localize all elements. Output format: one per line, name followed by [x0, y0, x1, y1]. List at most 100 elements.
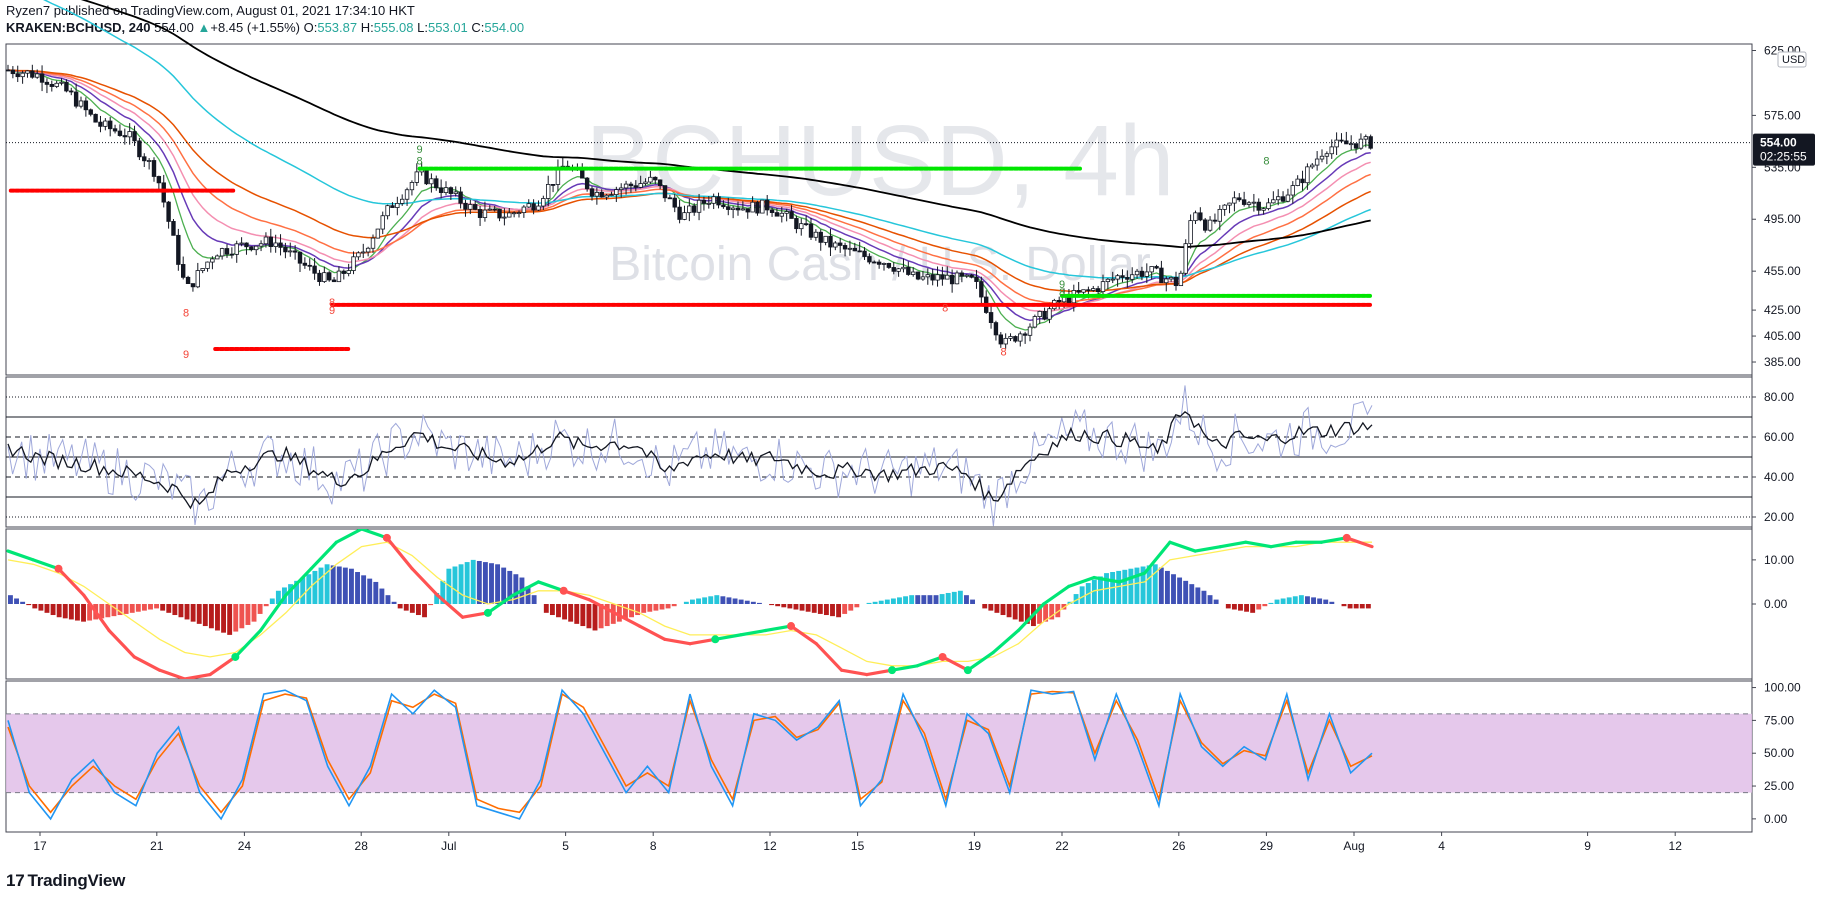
candle-body [15, 73, 20, 78]
candle-body [341, 270, 346, 274]
candle-body [142, 156, 147, 162]
stoch-tick-label: 75.00 [1764, 713, 1794, 727]
tradingview-footer[interactable]: 17 TradingView [6, 871, 125, 891]
candle-body [920, 276, 926, 280]
macd-line-segment [764, 624, 793, 633]
price-tick-label: 405.00 [1764, 329, 1801, 343]
stoch-rsi-pane[interactable] [6, 688, 1752, 821]
candle-body [1271, 199, 1276, 204]
macd-histogram-bar [1049, 604, 1055, 620]
candle-body [949, 274, 955, 285]
macd-pane[interactable] [6, 529, 1374, 679]
candle-body [190, 283, 196, 288]
candle-body [49, 83, 54, 87]
candle-body [993, 322, 999, 336]
candle-body [1246, 202, 1252, 205]
macd-histogram-bar [288, 584, 293, 604]
candle-body [959, 272, 965, 277]
macd-histogram-bar [14, 598, 19, 604]
macd-histogram-bar [1250, 604, 1256, 613]
currency-badge[interactable]: USD [1777, 51, 1807, 68]
rsi-pane[interactable] [6, 385, 1752, 527]
macd-histogram-bar [811, 604, 817, 613]
macd-histogram-bar [1329, 601, 1335, 604]
candle-body [263, 236, 269, 245]
stoch-tick-label: 0.00 [1764, 812, 1788, 826]
macd-histogram-bar [178, 604, 184, 618]
macd-histogram-bar [574, 604, 580, 624]
candle-body [867, 256, 872, 263]
candle-body [1125, 277, 1130, 280]
macd-cross-dot [787, 622, 796, 631]
macd-histogram-bar [756, 602, 762, 604]
candle-body [1047, 308, 1052, 320]
candle-body [171, 221, 176, 236]
candle-body [346, 270, 351, 274]
macd-histogram-bar [556, 604, 561, 618]
candle-body [589, 188, 595, 197]
macd-histogram-bar [1134, 567, 1140, 604]
candle-body [253, 245, 259, 251]
candle-body [137, 140, 142, 158]
candle-body [623, 183, 629, 189]
candle-body [954, 272, 960, 285]
candle-body [1261, 208, 1266, 211]
price-tick-label: 575.00 [1764, 108, 1801, 122]
macd-histogram-bar [665, 604, 671, 609]
macd-histogram-bar [196, 604, 202, 624]
candle-body [526, 203, 531, 208]
macd-histogram-bar [166, 604, 172, 613]
macd-cross-dot [559, 586, 568, 595]
candle-body [326, 272, 332, 281]
candle-body [794, 218, 799, 230]
rsi-line [7, 411, 1373, 510]
macd-histogram-bar [1244, 604, 1250, 612]
candle-body [1207, 219, 1213, 231]
candle-body [210, 258, 215, 263]
macd-histogram-bar [1152, 564, 1158, 604]
candle-body [468, 204, 473, 210]
macd-line-segment [435, 593, 465, 619]
open-label: O: [303, 20, 318, 35]
macd-histogram-bar [202, 604, 208, 627]
macd-histogram-bar [501, 567, 507, 604]
candle-body [1042, 310, 1047, 320]
td-count-label: 8 [942, 302, 948, 314]
candle-body [711, 196, 716, 204]
macd-line-segment [1193, 545, 1223, 553]
macd-histogram-bar [1012, 604, 1018, 620]
candle-body [1178, 272, 1184, 287]
candle-body [322, 272, 327, 282]
candle-body [769, 209, 775, 213]
macd-line-segment [612, 611, 642, 628]
candle-body [1076, 290, 1081, 293]
symbol-name[interactable]: KRAKEN:BCHUSD, 240 [6, 20, 151, 35]
macd-histogram-bar [215, 604, 220, 631]
time-tick-label: 9 [1584, 839, 1591, 853]
macd-histogram-bar [1201, 590, 1207, 604]
candle-body [701, 199, 707, 204]
macd-histogram-bar [403, 604, 409, 611]
macd-histogram-bar [964, 595, 969, 604]
candle-body [511, 212, 517, 215]
candle-body [156, 176, 162, 184]
chart-canvas[interactable]: BCHUSD, 4h Bitcoin Cash / U.S. Dollar 98… [0, 0, 1828, 860]
macd-histogram-bar [446, 568, 452, 604]
macd-histogram-bar [830, 604, 835, 617]
candle-body [906, 266, 911, 275]
macd-histogram-bar [99, 604, 105, 619]
macd-line-segment [461, 611, 490, 619]
time-axis[interactable]: 17 21 24 28 Jul 5 8 12 15 19 22 26 29 Aug 4 9 12 [33, 832, 1682, 853]
macd-histogram-bar [945, 592, 951, 604]
candle-body [803, 223, 809, 226]
ema-70-line [43, 0, 1371, 279]
macd-histogram-bar [1024, 604, 1030, 624]
macd-histogram-bar [1116, 570, 1122, 604]
price-axis[interactable]: 625.00575.00535.00495.00455.00425.00405.… [1752, 43, 1801, 826]
macd-histogram-bar [105, 604, 111, 618]
candle-body [979, 281, 984, 298]
macd-histogram-bar [361, 575, 367, 604]
macd-histogram-bar [452, 566, 458, 604]
candle-body [88, 109, 93, 115]
